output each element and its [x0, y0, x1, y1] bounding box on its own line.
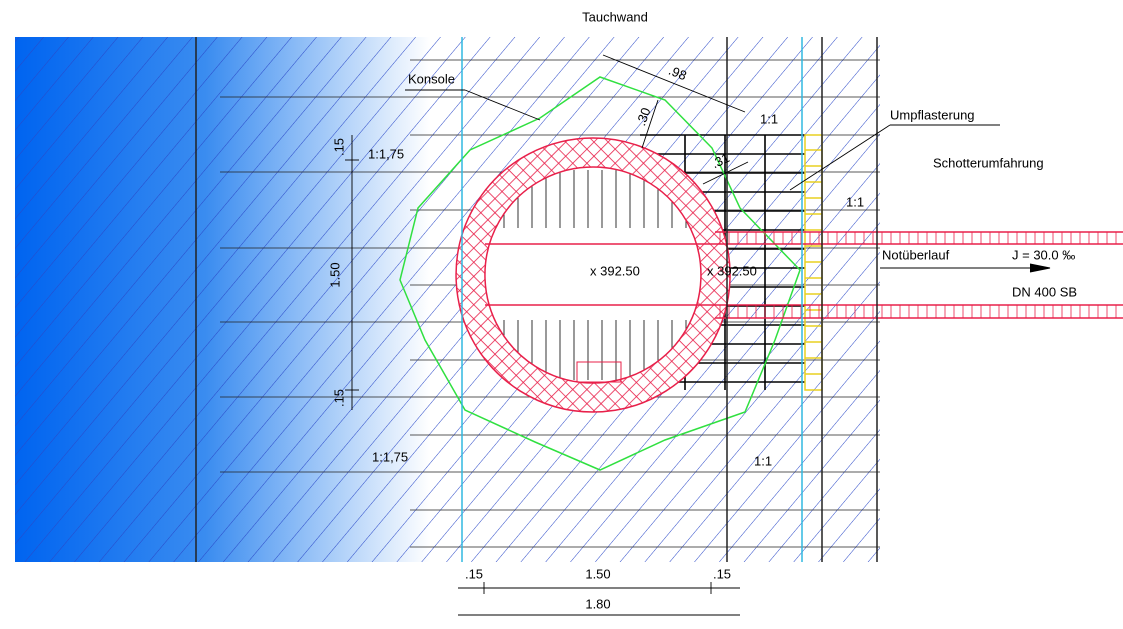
- label: x 392.50: [707, 263, 757, 278]
- label: x 392.50: [590, 263, 640, 278]
- sump: [576, 361, 622, 383]
- label: Tauchwand: [582, 9, 648, 24]
- label: .15: [465, 566, 483, 581]
- label: 1:1,75: [368, 146, 404, 161]
- label: 1.80: [585, 596, 610, 611]
- label: .15: [331, 389, 346, 407]
- console: [399, 76, 801, 471]
- dimension-lines: [345, 54, 1051, 616]
- label: 1:1: [760, 111, 778, 126]
- label: 1:1: [754, 453, 772, 468]
- label: Umpflasterung: [890, 107, 975, 122]
- label: .15: [713, 566, 731, 581]
- soil-hatch: [15, 37, 880, 562]
- label: 1.50: [327, 262, 342, 287]
- label: J = 30.0 ‰: [1012, 247, 1075, 262]
- label: DN 400 SB: [1012, 284, 1077, 299]
- label: 1:1,75: [372, 449, 408, 464]
- label: 1:1: [846, 194, 864, 209]
- label: .31: [709, 150, 732, 171]
- label: .15: [331, 138, 346, 156]
- shaft-ring: [455, 137, 731, 413]
- label: 1.50: [585, 566, 610, 581]
- walls: [195, 37, 878, 562]
- label: Schotterumfahrung: [933, 155, 1044, 170]
- label: Konsole: [408, 71, 455, 86]
- label: .30: [633, 106, 653, 128]
- label: .98: [666, 63, 688, 84]
- label: Notüberlauf: [882, 247, 950, 262]
- shaft-interior: [485, 167, 701, 383]
